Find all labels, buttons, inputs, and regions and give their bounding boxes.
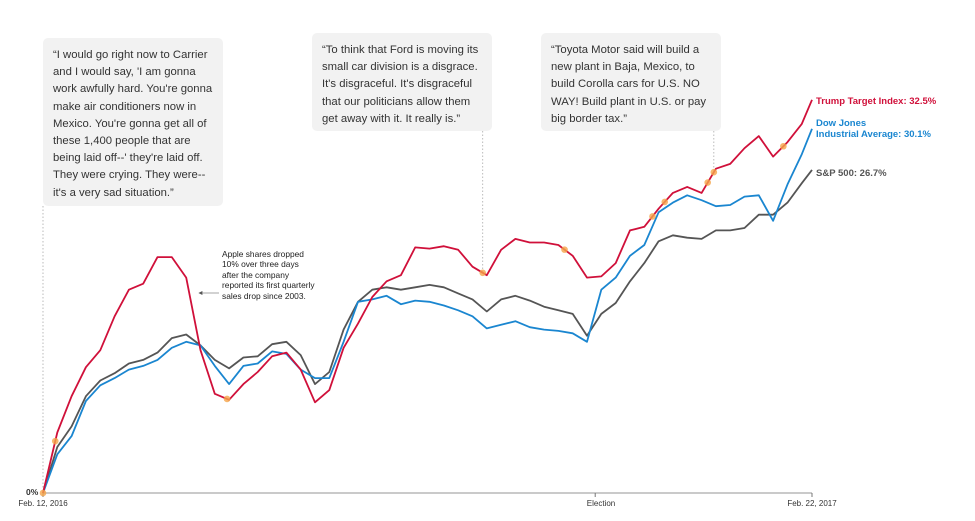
legend-label-dow-line1: Dow Jones xyxy=(816,118,867,129)
legend-label-dow-line2: Industrial Average: 30.1% xyxy=(816,129,931,140)
annotation-text-line: 10% over three days xyxy=(222,259,299,270)
event-marker xyxy=(479,269,487,277)
legend-label-dow: Dow Jones Industrial Average: 30.1% xyxy=(816,118,931,140)
quote-callout-toyota: “Toyota Motor said will build a new plant… xyxy=(541,33,721,131)
quote-text-line: They were crying. They were-- xyxy=(53,169,206,182)
quote-text-line: that our politicians allow them xyxy=(322,95,471,108)
annotation-text-line: sales drop since 2003. xyxy=(222,290,306,301)
legend-label-trump: Trump Target Index: 32.5% xyxy=(816,96,937,107)
quote-text-line: Mexico. You're gonna get all of xyxy=(53,117,207,130)
x-tick-label-end: Feb. 22, 2017 xyxy=(787,499,837,508)
quote-text-line: being laid off--' they're laid off. xyxy=(53,152,203,165)
event-marker xyxy=(704,179,711,186)
quote-text-line: small car division is a disgrace. xyxy=(322,61,478,74)
event-marker xyxy=(780,142,787,150)
x-tick-label-election: Election xyxy=(586,499,616,508)
apple-annotation: Apple shares dropped 10% over three days a… xyxy=(222,249,315,301)
quote-text-line: big border tax.” xyxy=(551,112,627,125)
quote-text-line: WAY! Build plant in U.S. or pay xyxy=(551,95,707,108)
event-marker xyxy=(561,246,568,253)
event-marker xyxy=(223,395,231,403)
y-tick-label-zero: 0% xyxy=(26,487,39,497)
quote-callout-carrier: “I would go right now to Carrier and I wo… xyxy=(43,38,223,206)
quote-text-line: get away with it. It really is.” xyxy=(322,112,461,125)
quote-text-line: make air conditioners now in xyxy=(53,100,197,113)
quote-text-line: It's disgraceful. It's disgraceful xyxy=(322,78,472,91)
series-line-dow xyxy=(42,128,813,494)
annotation-text-line: after the company xyxy=(222,269,290,280)
annotation-text-line: reported its first quarterly xyxy=(222,280,315,291)
x-tick-label-start: Feb. 12, 2016 xyxy=(18,499,68,508)
quote-callout-ford: “To think that Ford is moving its small c… xyxy=(312,33,492,131)
annotation-arrow-icon xyxy=(198,291,203,295)
annotation-text-line: Apple shares dropped xyxy=(222,249,304,259)
quote-text-line: build Corolla cars for U.S. NO xyxy=(551,78,700,91)
quote-text-line: it's a very sad situation.” xyxy=(53,186,174,199)
event-marker xyxy=(649,213,656,220)
event-marker xyxy=(710,168,718,176)
quote-text-line: and I would say, 'I am gonna xyxy=(53,66,196,79)
quote-text-line: work awfully hard. You're gonna xyxy=(53,83,213,96)
event-marker xyxy=(51,437,59,445)
legend-label-sp500: S&P 500: 26.7% xyxy=(816,168,887,179)
quote-text-line: “Toyota Motor said will build a xyxy=(551,44,700,56)
series-line-sp500 xyxy=(42,169,813,494)
series-line-trump xyxy=(42,99,813,494)
quote-text-line: these 1,400 people that are xyxy=(53,135,191,148)
event-marker xyxy=(39,489,47,497)
quote-text-line: new plant in Baja, Mexico, to xyxy=(551,61,695,74)
event-marker xyxy=(661,198,669,206)
quote-text-line: “To think that Ford is moving its xyxy=(322,44,479,56)
quote-text-line: “I would go right now to Carrier xyxy=(53,49,208,61)
